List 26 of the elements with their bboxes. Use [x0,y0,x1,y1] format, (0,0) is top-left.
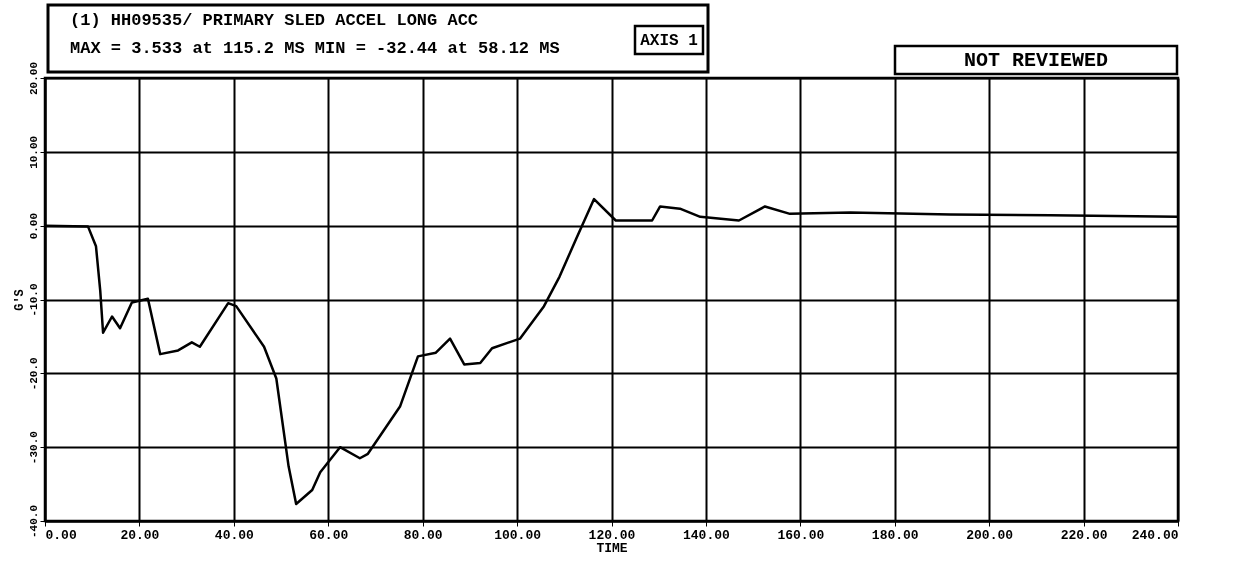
y-axis-title: G'S [12,289,27,311]
chart-title: (1) HH09535/ PRIMARY SLED ACCEL LONG ACC [70,11,479,30]
x-tick-label: 180.00 [871,527,919,543]
x-tick-label: 200.00 [966,527,1014,543]
y-tick-label: 0.00 [27,212,40,240]
x-tick-label: 240.00 [1131,527,1179,543]
y-tick-label: 20.00 [27,61,40,96]
x-tick-label: 80.00 [403,527,443,543]
x-tick-label: 220.00 [1060,527,1108,543]
x-tick-label: 40.00 [214,527,255,543]
y-tick-label: -30.0 [27,431,40,465]
x-tick-label: 120.00 [588,527,636,543]
y-tick-label: -20.0 [27,357,40,391]
text: NOT REVIEWED [963,49,1109,72]
x-tick-label: 100.00 [494,527,542,543]
x-tick-label: 20.00 [120,527,160,543]
x-tick-label: 140.00 [683,527,731,543]
x-tick-label: 0.00 [45,527,77,543]
text: AXIS 1 [640,32,698,50]
y-tick-label: -10.0 [27,283,40,317]
x-tick-label: 160.00 [777,527,825,543]
x-axis-title: TIME [596,540,628,556]
y-tick-label: 10.00 [27,135,40,169]
y-tick-label: -40.0 [27,504,40,539]
x-tick-label: 60.00 [309,527,349,543]
chart-subtitle: MAX = 3.533 at 115.2 MS MIN = -32.44 at 58.12 MS [70,39,560,58]
